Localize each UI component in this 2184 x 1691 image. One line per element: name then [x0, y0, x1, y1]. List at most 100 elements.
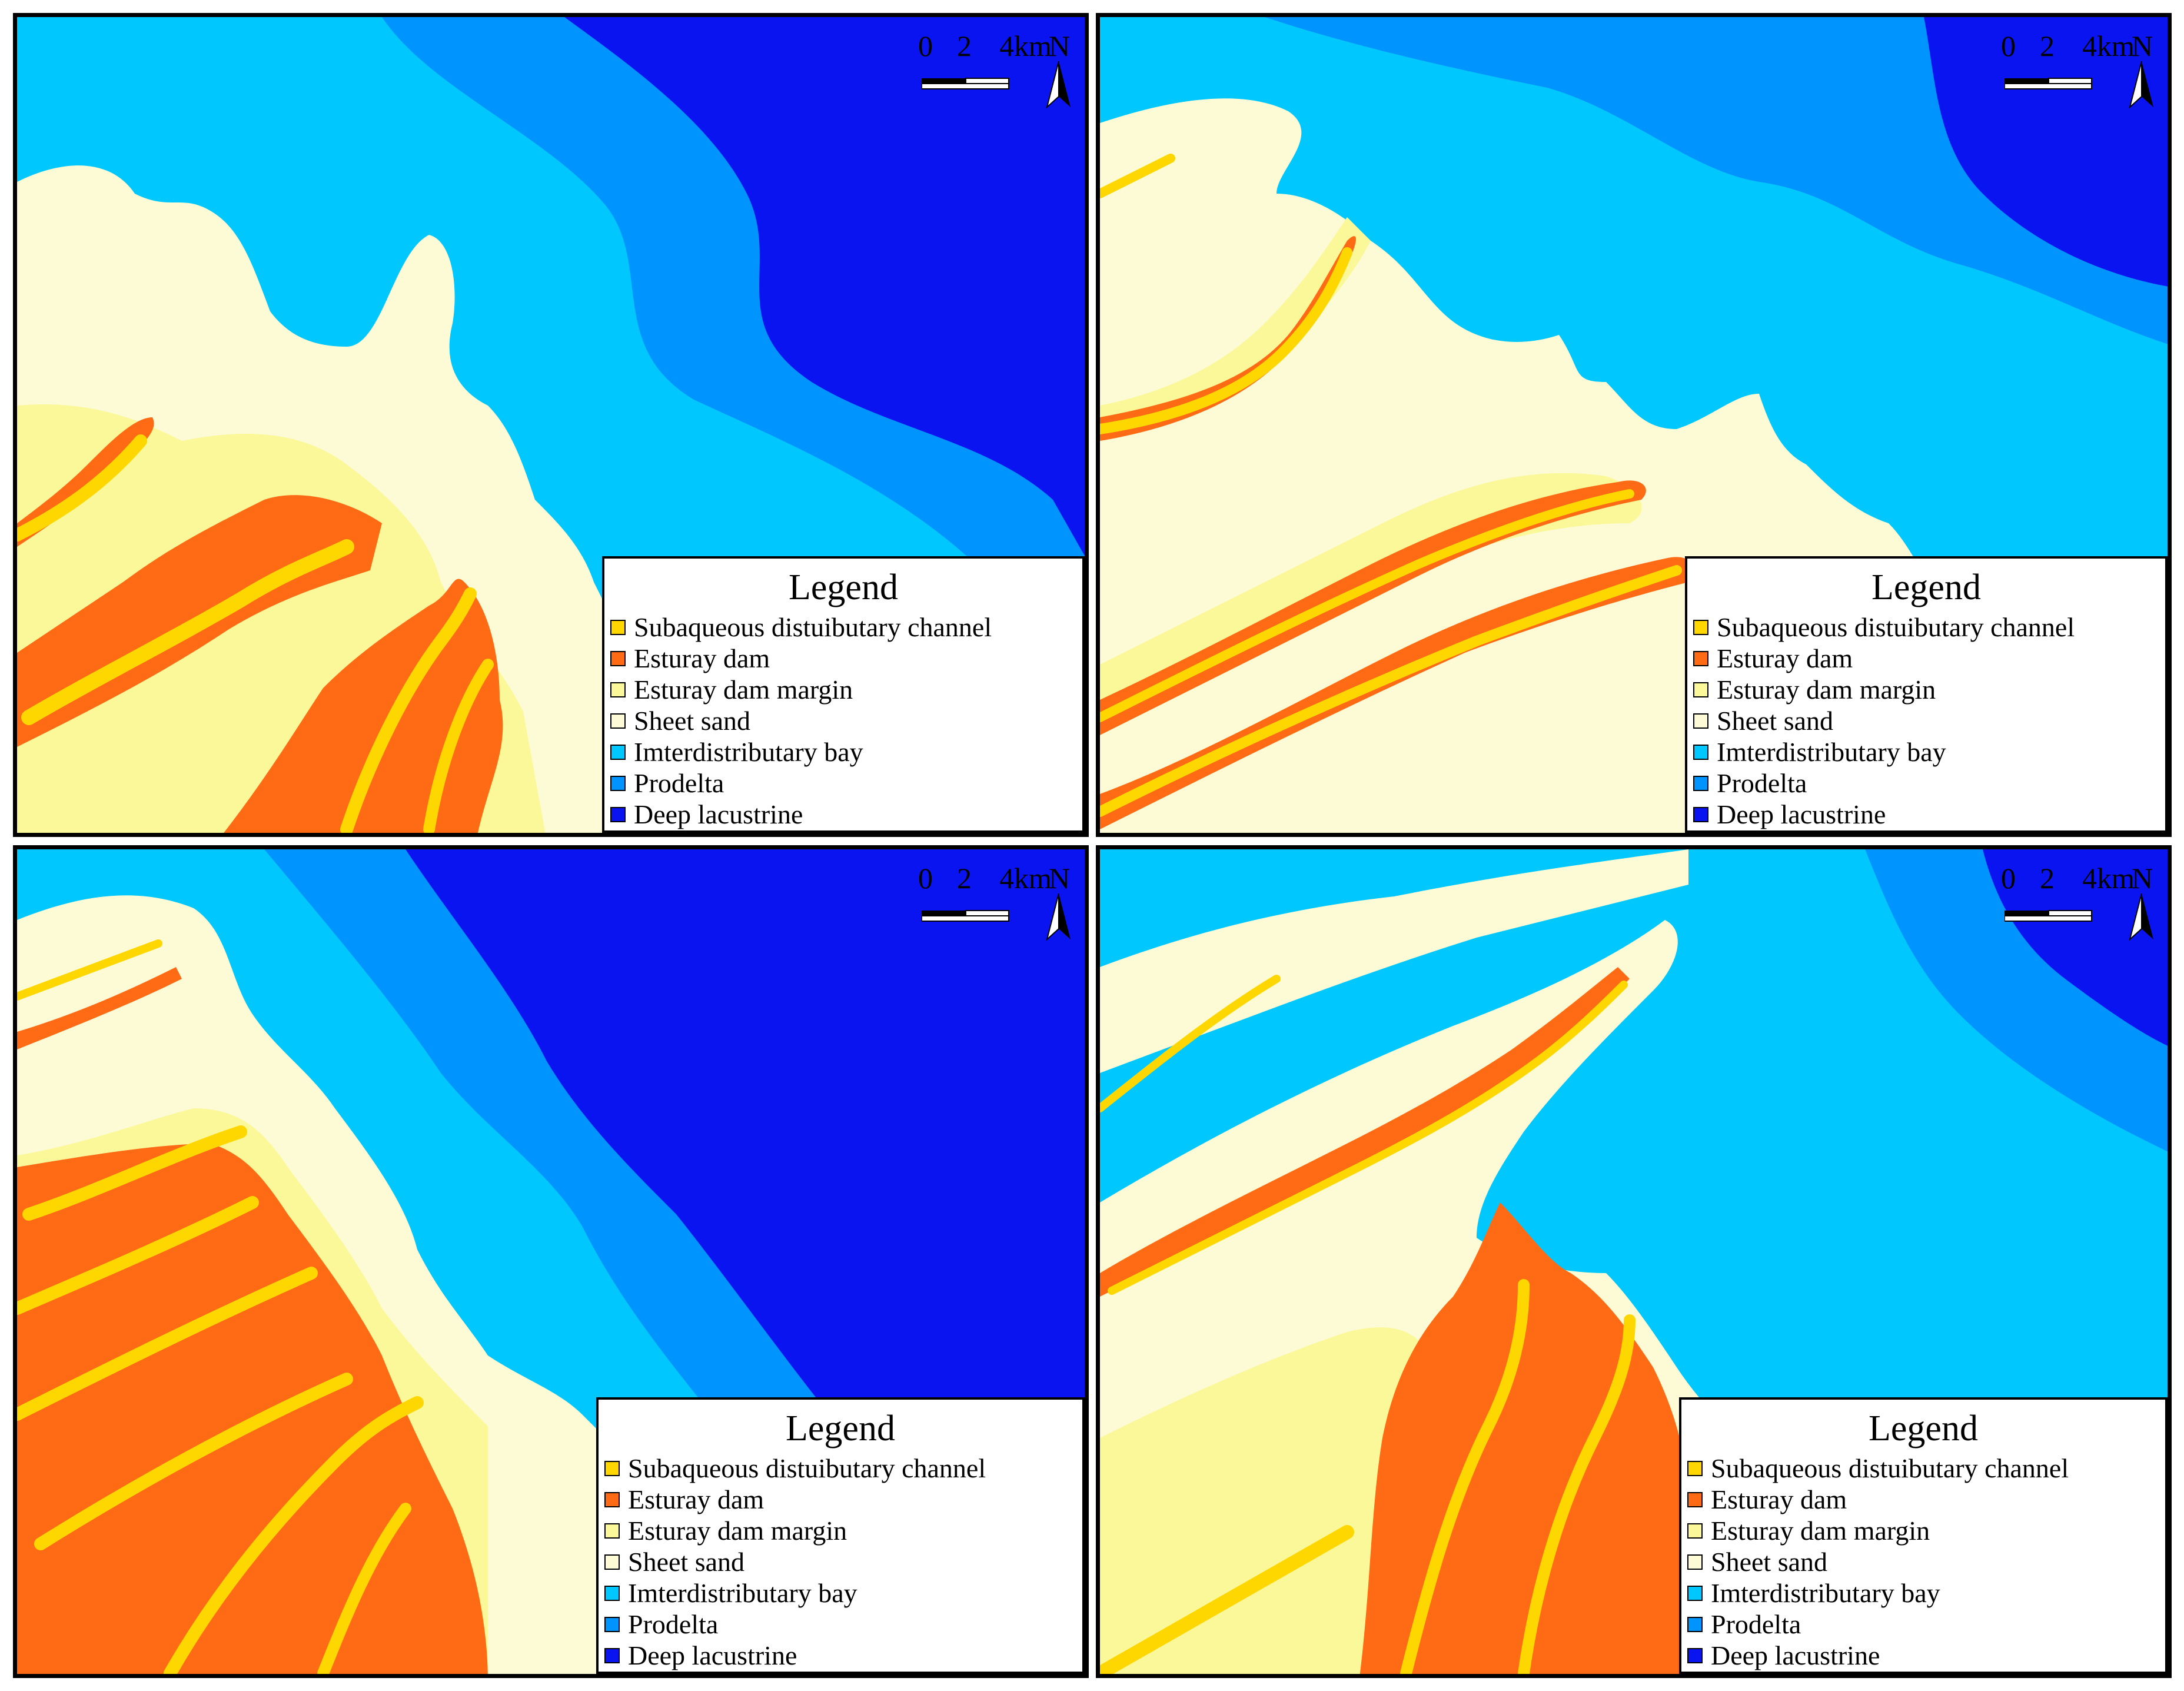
scale-label-2: 2 [957, 29, 972, 62]
dark-blue-swatch-icon [610, 806, 626, 822]
yellow-swatch-icon [1687, 1460, 1703, 1476]
legend-title: Legend [1871, 567, 1981, 607]
north-arrow: N [1044, 29, 1079, 111]
legend-item-prodelta: Prodelta [1681, 1609, 2165, 1640]
legend-item-dam-margin: Esturay dam margin [1687, 674, 2165, 705]
scale-label-2: 2 [2040, 862, 2055, 895]
cream-swatch-icon [610, 713, 626, 729]
legend-item-prodelta: Prodelta [604, 768, 1082, 799]
cyan-swatch-icon [604, 1585, 620, 1601]
legend-item-dam: Esturay dam [604, 643, 1082, 674]
legend-item-label: Esturay dam [1711, 1484, 1847, 1514]
legend-title: Legend [1869, 1408, 1978, 1449]
north-label: N [1049, 862, 1071, 895]
scale-label-4: 4km [999, 862, 1052, 895]
legend-item-label: Esturay dam margin [1717, 675, 1936, 705]
legend-item-dam-margin: Esturay dam margin [604, 674, 1082, 705]
scale-label-2: 2 [957, 862, 972, 895]
legend-item-label: Esturay dam [634, 643, 770, 673]
legend-item-label: Imterdistributary bay [1711, 1578, 1940, 1608]
north-arrow-icon [2129, 893, 2153, 941]
legend-item-label: Subaqueous distuibutary channel [1711, 1453, 2069, 1483]
legend-box: Legend Subaqueous distuibutary channel E… [596, 1397, 1085, 1674]
legend-item-dam: Esturay dam [1687, 643, 2165, 674]
legend-item-label: Sheet sand [1711, 1547, 1828, 1577]
north-arrow: N [2127, 861, 2162, 943]
blue-swatch-icon [1687, 1616, 1703, 1632]
cyan-swatch-icon [1693, 744, 1708, 760]
scale-label-0: 0 [2001, 862, 2016, 895]
pale-yellow-swatch-icon [1693, 682, 1708, 697]
legend-item-channel: Subaqueous distuibutary channel [604, 612, 1082, 643]
legend-item-label: Imterdistributary bay [628, 1578, 857, 1608]
legend-item-bay: Imterdistributary bay [599, 1577, 1082, 1609]
legend-item-dam: Esturay dam [1681, 1484, 2165, 1515]
legend-item-label: Esturay dam margin [628, 1516, 847, 1546]
legend-item-channel: Subaqueous distuibutary channel [599, 1453, 1082, 1484]
legend-item-label: Deep lacustrine [634, 799, 803, 829]
scale-bar-graphic [2005, 910, 2092, 922]
legend-item-label: Deep lacustrine [1717, 799, 1886, 829]
legend-item-prodelta: Prodelta [599, 1609, 1082, 1640]
legend-title: Legend [786, 1408, 895, 1449]
pale-yellow-swatch-icon [610, 682, 626, 697]
facies-map-bottom-left [17, 849, 1085, 1674]
orange-swatch-icon [610, 650, 626, 666]
dark-blue-swatch-icon [604, 1647, 620, 1663]
legend-item-sheet-sand: Sheet sand [604, 705, 1082, 736]
legend-item-deep-lacustrine: Deep lacustrine [1681, 1640, 2165, 1671]
legend-box: Legend Subaqueous distuibutary channel E… [1685, 556, 2168, 833]
scale-bar: 0 2 4km [915, 861, 1056, 926]
legend-item-label: Prodelta [628, 1609, 719, 1639]
legend-item-bay: Imterdistributary bay [604, 736, 1082, 768]
legend-item-label: Esturay dam [628, 1484, 764, 1514]
legend-item-label: Esturay dam margin [1711, 1516, 1930, 1546]
legend-item-channel: Subaqueous distuibutary channel [1687, 612, 2165, 643]
legend-item-label: Deep lacustrine [1711, 1640, 1880, 1670]
north-arrow: N [1044, 861, 1079, 943]
orange-swatch-icon [1693, 650, 1708, 666]
map-panel-top-right: Legend Subaqueous distuibutary channel E… [1096, 13, 2172, 837]
north-arrow-icon [1046, 61, 1071, 108]
scale-label-0: 0 [918, 862, 933, 895]
cream-swatch-icon [1687, 1554, 1703, 1570]
scale-bar-graphic [2005, 78, 2092, 89]
scale-label-0: 0 [2001, 29, 2016, 62]
legend-item-label: Subaqueous distuibutary channel [1717, 612, 2075, 642]
legend-item-label: Prodelta [1711, 1609, 1801, 1639]
orange-swatch-icon [604, 1491, 620, 1507]
legend-item-dam-margin: Esturay dam margin [1681, 1515, 2165, 1546]
scale-bar: 0 2 4km [1997, 861, 2139, 926]
scale-bar-graphic [922, 910, 1009, 922]
blue-swatch-icon [1693, 775, 1708, 791]
legend-item-bay: Imterdistributary bay [1687, 736, 2165, 768]
dark-blue-swatch-icon [1687, 1647, 1703, 1663]
scale-label-2: 2 [2040, 29, 2055, 62]
scale-bar: 0 2 4km [1997, 29, 2139, 94]
orange-swatch-icon [1687, 1491, 1703, 1507]
blue-swatch-icon [610, 775, 626, 791]
cyan-swatch-icon [1687, 1585, 1703, 1601]
legend-box: Legend Subaqueous distuibutary channel E… [1679, 1397, 2168, 1674]
pale-yellow-swatch-icon [1687, 1523, 1703, 1539]
yellow-swatch-icon [604, 1460, 620, 1476]
legend-item-label: Esturay dam [1717, 643, 1853, 673]
legend-item-label: Subaqueous distuibutary channel [628, 1453, 986, 1483]
legend-item-deep-lacustrine: Deep lacustrine [1687, 799, 2165, 830]
scale-label-4: 4km [2082, 29, 2135, 62]
north-label: N [2132, 862, 2153, 895]
blue-swatch-icon [604, 1616, 620, 1632]
legend-item-channel: Subaqueous distuibutary channel [1681, 1453, 2165, 1484]
legend-item-label: Sheet sand [634, 706, 751, 736]
legend-item-bay: Imterdistributary bay [1681, 1577, 2165, 1609]
scale-bar: 0 2 4km [915, 29, 1056, 94]
legend-item-deep-lacustrine: Deep lacustrine [604, 799, 1082, 830]
legend-item-sheet-sand: Sheet sand [599, 1546, 1082, 1577]
scale-label-0: 0 [918, 29, 933, 62]
map-panel-top-left: Legend Subaqueous distuibutary channel E… [13, 13, 1089, 837]
dark-blue-swatch-icon [1693, 806, 1708, 822]
cream-swatch-icon [604, 1554, 620, 1570]
map-panel-bottom-left: Legend Subaqueous distuibutary channel E… [13, 845, 1089, 1678]
legend-item-label: Prodelta [1717, 768, 1807, 798]
scale-label-4: 4km [2082, 862, 2135, 895]
